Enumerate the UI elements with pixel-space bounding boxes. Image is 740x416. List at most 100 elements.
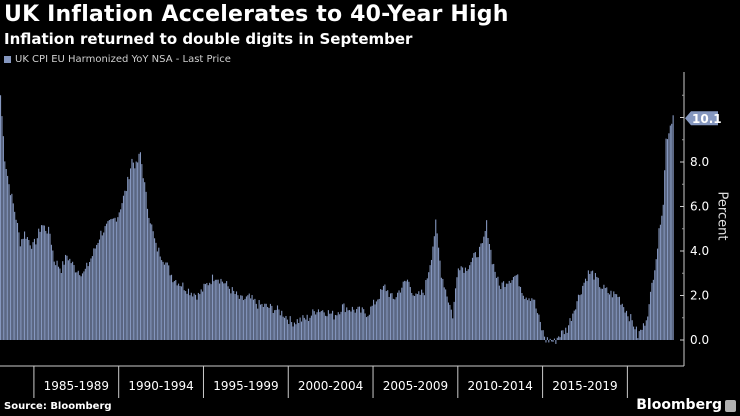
bar xyxy=(154,238,156,340)
bar xyxy=(428,272,430,340)
bar xyxy=(538,314,540,340)
bar xyxy=(137,162,139,340)
bar xyxy=(500,289,502,340)
bar xyxy=(633,326,635,340)
bar xyxy=(226,281,228,340)
bar xyxy=(484,231,486,340)
bar xyxy=(511,280,513,340)
bar xyxy=(497,276,499,340)
bar xyxy=(573,310,575,340)
bar xyxy=(501,282,503,340)
bar xyxy=(235,291,238,340)
bar xyxy=(631,320,633,340)
bar xyxy=(592,270,594,340)
bar xyxy=(65,254,67,340)
bar xyxy=(210,284,212,340)
bar xyxy=(276,305,279,340)
bar xyxy=(624,312,626,340)
bar xyxy=(599,287,601,340)
bar xyxy=(94,248,96,340)
bar xyxy=(261,303,263,340)
bar xyxy=(87,266,89,340)
bar xyxy=(281,310,283,340)
bar xyxy=(296,319,298,340)
bar xyxy=(117,217,119,340)
bar xyxy=(377,299,379,340)
bar xyxy=(148,217,150,340)
bar xyxy=(493,263,495,340)
bar xyxy=(98,239,101,340)
bar xyxy=(107,221,109,340)
bar xyxy=(49,233,51,340)
bar xyxy=(623,307,625,340)
bar xyxy=(575,309,577,340)
bar xyxy=(542,330,544,340)
bar xyxy=(213,281,215,340)
bar xyxy=(389,293,392,340)
bar xyxy=(474,252,476,340)
bar xyxy=(101,235,103,340)
bar xyxy=(286,319,288,340)
bar xyxy=(173,281,175,340)
bar xyxy=(387,290,389,340)
bar xyxy=(196,299,198,340)
bar xyxy=(603,284,605,340)
bar xyxy=(1,116,3,340)
bar xyxy=(529,300,531,340)
y-axis-label: Percent xyxy=(714,191,730,241)
bar xyxy=(426,278,428,340)
bar xyxy=(669,125,671,340)
bar xyxy=(316,312,318,340)
bar xyxy=(200,289,202,340)
bar xyxy=(450,309,452,340)
bar xyxy=(446,296,448,340)
bar xyxy=(115,221,117,340)
bar xyxy=(515,275,517,340)
bar xyxy=(206,282,208,340)
bar xyxy=(324,315,327,340)
bar xyxy=(518,286,520,340)
bar xyxy=(375,301,377,340)
bar xyxy=(522,295,524,340)
bar xyxy=(175,280,177,340)
bar xyxy=(371,305,373,340)
bar xyxy=(295,324,297,340)
bar xyxy=(620,304,622,340)
bar xyxy=(207,285,209,340)
bar xyxy=(313,311,315,340)
x-tick-label: 2015-2019 xyxy=(552,379,617,393)
bar xyxy=(505,283,507,340)
bar xyxy=(329,313,331,340)
bar xyxy=(151,224,153,340)
bar xyxy=(8,184,10,340)
bar xyxy=(628,321,630,340)
bar xyxy=(453,301,455,340)
bar xyxy=(306,314,308,340)
bar xyxy=(183,290,185,340)
bar xyxy=(84,268,86,340)
bar xyxy=(349,310,351,340)
bar xyxy=(503,281,505,340)
bar xyxy=(576,301,578,340)
bar xyxy=(471,257,474,340)
bar xyxy=(479,246,481,340)
bar xyxy=(110,219,112,340)
bar xyxy=(360,312,362,340)
bar xyxy=(594,273,596,340)
bar xyxy=(132,162,134,340)
bar xyxy=(405,281,407,340)
bar xyxy=(664,170,666,340)
bar xyxy=(463,272,465,340)
bar xyxy=(394,299,396,340)
bar xyxy=(483,236,485,340)
bar xyxy=(172,282,174,340)
bar xyxy=(572,313,574,340)
bar xyxy=(122,195,125,340)
bar xyxy=(584,278,587,340)
bar xyxy=(336,315,338,340)
bar xyxy=(262,306,264,340)
bar xyxy=(166,262,168,340)
bar xyxy=(22,238,24,340)
bar xyxy=(128,179,130,340)
bar xyxy=(32,242,34,340)
